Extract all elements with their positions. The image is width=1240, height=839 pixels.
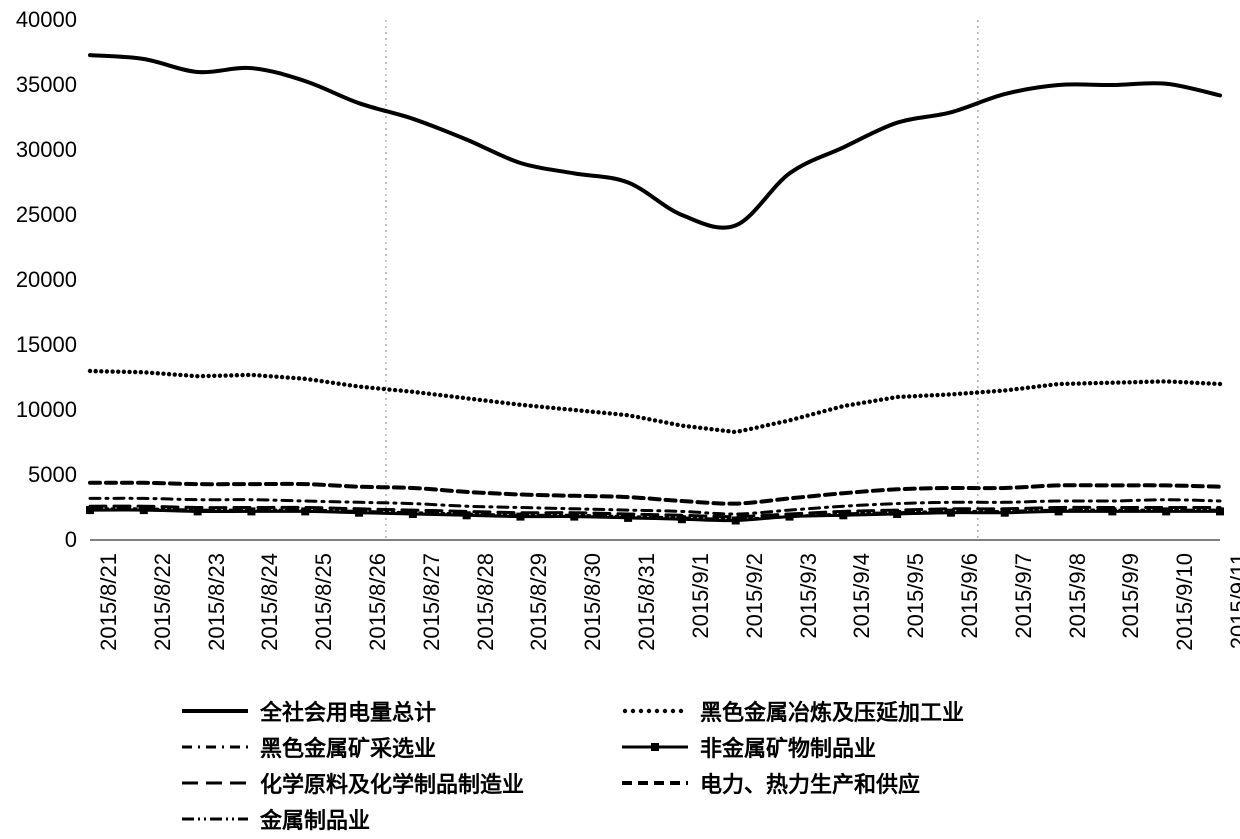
legend-label: 金属制品业 bbox=[260, 803, 370, 835]
legend-item-ferrous_mining: 黑色金属矿采选业 bbox=[180, 731, 620, 763]
legend-label: 黑色金属冶炼及压延加工业 bbox=[700, 695, 964, 727]
legend-item-chemical: 化学原料及化学制品制造业 bbox=[180, 767, 620, 799]
legend-row: 全社会用电量总计 黑色金属冶炼及压延加工业 bbox=[180, 695, 1080, 727]
x-tick-label: 2015/9/6 bbox=[957, 553, 983, 639]
legend-row: 金属制品业 bbox=[180, 803, 1080, 835]
x-tick-label: 2015/9/9 bbox=[1118, 553, 1144, 639]
legend-row: 化学原料及化学制品制造业 电力、热力生产和供应 bbox=[180, 767, 1080, 799]
plot-area bbox=[90, 20, 1220, 540]
legend-label: 黑色金属矿采选业 bbox=[260, 731, 436, 763]
x-tick-label: 2015/9/5 bbox=[903, 553, 929, 639]
y-tick-label: 5000 bbox=[28, 462, 77, 488]
legend-swatch bbox=[180, 771, 250, 795]
x-tick-label: 2015/9/1 bbox=[688, 553, 714, 639]
series-total bbox=[90, 55, 1220, 228]
x-tick-label: 2015/8/25 bbox=[311, 553, 337, 651]
y-tick-label: 25000 bbox=[16, 202, 77, 228]
x-tick-label: 2015/8/27 bbox=[419, 553, 445, 651]
x-tick-label: 2015/8/24 bbox=[257, 553, 283, 651]
y-tick-label: 15000 bbox=[16, 332, 77, 358]
x-tick-label: 2015/8/23 bbox=[204, 553, 230, 651]
x-tick-label: 2015/9/4 bbox=[849, 553, 875, 639]
y-tick-label: 40000 bbox=[16, 7, 77, 33]
y-tick-label: 10000 bbox=[16, 397, 77, 423]
legend-label: 化学原料及化学制品制造业 bbox=[260, 767, 524, 799]
legend-item-total: 全社会用电量总计 bbox=[180, 695, 620, 727]
y-tick-label: 20000 bbox=[16, 267, 77, 293]
legend-swatch bbox=[620, 735, 690, 759]
y-tick-label: 0 bbox=[65, 527, 77, 553]
x-tick-label: 2015/8/28 bbox=[473, 553, 499, 651]
plot-svg bbox=[90, 20, 1220, 540]
legend-label: 全社会用电量总计 bbox=[260, 695, 436, 727]
x-tick-label: 2015/9/10 bbox=[1172, 553, 1198, 651]
x-tick-label: 2015/9/8 bbox=[1065, 553, 1091, 639]
y-axis: 0500010000150002000025000300003500040000 bbox=[0, 20, 85, 540]
x-tick-label: 2015/9/7 bbox=[1011, 553, 1037, 639]
x-tick-label: 2015/9/2 bbox=[742, 553, 768, 639]
legend-item-nonmetal_products: 非金属矿物制品业 bbox=[620, 731, 1060, 763]
x-tick-label: 2015/8/21 bbox=[96, 553, 122, 651]
x-tick-label: 2015/8/26 bbox=[365, 553, 391, 651]
chart-container: 0 5000 10000 15000 20000 25000 30000 35000 40000… bbox=[0, 0, 1240, 838]
legend: 全社会用电量总计 黑色金属冶炼及压延加工业黑色金属矿采选业 非金属矿物制品业化学原料… bbox=[180, 695, 1080, 839]
x-tick-label: 2015/8/30 bbox=[580, 553, 606, 651]
legend-swatch bbox=[180, 735, 250, 759]
x-tick-label: 2015/9/3 bbox=[796, 553, 822, 639]
legend-item-ferrous_smelting: 黑色金属冶炼及压延加工业 bbox=[620, 695, 1060, 727]
legend-swatch bbox=[620, 699, 690, 723]
legend-row: 黑色金属矿采选业 非金属矿物制品业 bbox=[180, 731, 1080, 763]
legend-swatch bbox=[620, 771, 690, 795]
y-tick-label: 30000 bbox=[16, 137, 77, 163]
legend-swatch bbox=[180, 807, 250, 831]
x-tick-label: 2015/8/29 bbox=[526, 553, 552, 651]
legend-item-power_heat: 电力、热力生产和供应 bbox=[620, 767, 1060, 799]
legend-label: 电力、热力生产和供应 bbox=[700, 767, 920, 799]
legend-swatch bbox=[180, 699, 250, 723]
legend-label: 非金属矿物制品业 bbox=[700, 731, 876, 763]
legend-item-metal_products: 金属制品业 bbox=[180, 803, 620, 835]
x-tick-label: 2015/9/11 bbox=[1226, 553, 1240, 649]
x-tick-label: 2015/8/22 bbox=[150, 553, 176, 651]
x-tick-label: 2015/8/31 bbox=[634, 553, 660, 651]
y-tick-label: 35000 bbox=[16, 72, 77, 98]
x-axis: 2015/8/21 2015/8/22 2015/8/23 2015/8/24 2015… bbox=[90, 545, 1220, 685]
